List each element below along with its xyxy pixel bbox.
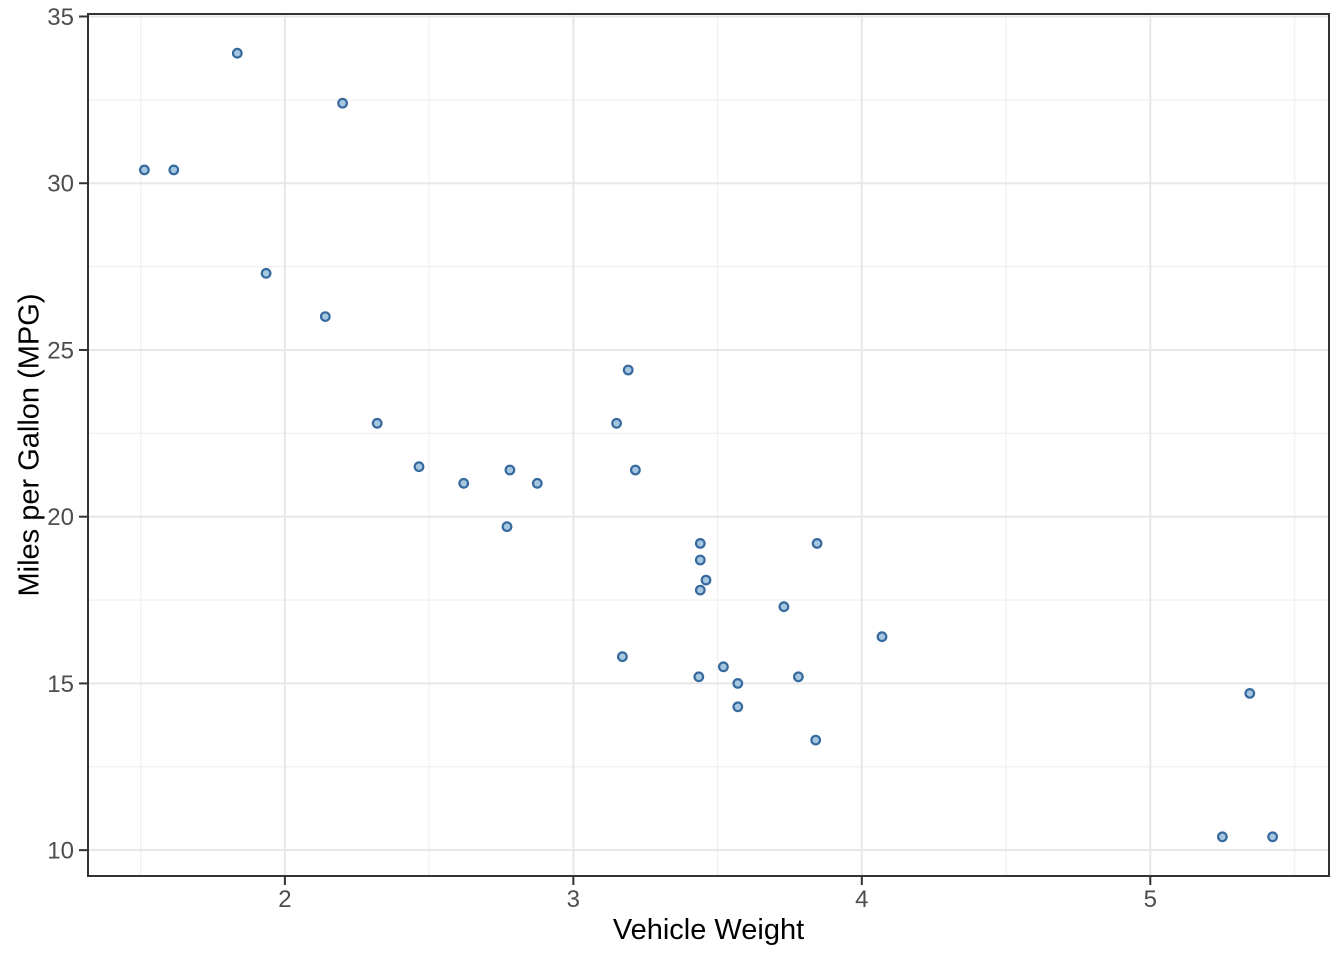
data-point (694, 538, 706, 549)
data-point (531, 477, 543, 489)
data-point (732, 701, 744, 713)
panel-border (87, 13, 1330, 877)
x-tick-label: 4 (855, 886, 868, 913)
data-point (337, 97, 349, 109)
data-point (1244, 688, 1256, 699)
x-tick-label: 2 (278, 886, 291, 913)
data-point (611, 417, 622, 429)
data-point (371, 417, 383, 429)
data-point (630, 464, 641, 476)
x-tick-label: 5 (1144, 886, 1157, 913)
data-point (458, 477, 470, 489)
data-point (793, 671, 804, 683)
data-point (504, 464, 516, 476)
data-point (413, 461, 425, 473)
y-tick-label: 35 (47, 4, 74, 31)
data-point (811, 538, 823, 549)
data-point (778, 601, 790, 613)
y-tick-label: 15 (47, 671, 74, 698)
data-point (168, 164, 180, 176)
data-point (732, 678, 744, 689)
data-point (694, 554, 706, 566)
panel-background (88, 14, 1329, 876)
x-axis-title: Vehicle Weight (612, 914, 805, 946)
data-point (876, 631, 888, 643)
data-point (138, 164, 150, 176)
y-tick-label: 20 (47, 504, 74, 531)
data-point (693, 671, 705, 683)
data-point (718, 661, 729, 673)
data-point (694, 584, 706, 596)
y-tick-label: 25 (47, 337, 74, 364)
data-point (810, 734, 822, 746)
data-point (617, 651, 628, 663)
data-point (319, 311, 331, 323)
y-tick-label: 30 (47, 171, 74, 198)
data-point (260, 267, 272, 279)
data-point (1267, 831, 1278, 843)
data-point (1216, 831, 1228, 843)
x-tick-label: 3 (567, 886, 580, 913)
data-point (622, 364, 634, 376)
y-tick-label: 10 (47, 838, 74, 865)
data-point (700, 574, 712, 586)
data-point (501, 521, 513, 533)
data-point (231, 47, 243, 59)
y-axis-title: Miles per Gallon (MPG) (13, 293, 46, 597)
